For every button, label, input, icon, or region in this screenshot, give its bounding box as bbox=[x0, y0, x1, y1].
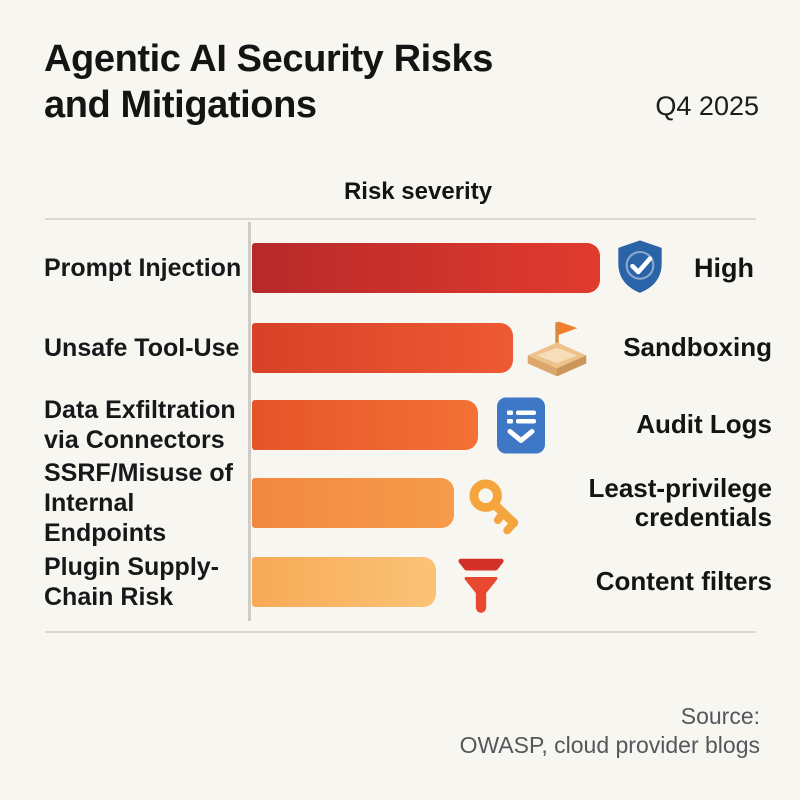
severity-bar bbox=[252, 243, 600, 293]
risk-label: Plugin Supply- Chain Risk bbox=[44, 553, 219, 611]
page-title-line1: Agentic AI Security Risks bbox=[44, 38, 493, 80]
risk-label: SSRF/Misuse of Internal Endpoints bbox=[44, 459, 233, 547]
source-value: OWASP, cloud provider blogs bbox=[459, 732, 760, 759]
sandbox-flag-icon bbox=[523, 315, 591, 378]
key-icon bbox=[466, 476, 526, 536]
risk-label: Prompt Injection bbox=[44, 254, 242, 282]
severity-bar bbox=[252, 323, 513, 373]
mitigation-label: Sandboxing bbox=[623, 332, 772, 363]
mitigation-label: Content filters bbox=[595, 566, 772, 597]
shield-check-icon bbox=[613, 237, 667, 297]
funnel-icon bbox=[451, 554, 511, 618]
page-title-line2: and Mitigations bbox=[44, 84, 317, 127]
severity-bar bbox=[252, 557, 436, 607]
source-label: Source: bbox=[680, 703, 760, 729]
chart-axis-line bbox=[248, 222, 251, 621]
severity-bar bbox=[252, 400, 478, 450]
mitigation-label: Least-privilege credentials bbox=[588, 472, 772, 532]
chart-top-divider bbox=[45, 218, 756, 220]
mitigation-label: Audit Logs bbox=[636, 409, 772, 440]
page-title: Agentic AI Security Risks and Mitigation… bbox=[44, 36, 493, 129]
source-note: Source: OWASP, cloud provider blogs bbox=[460, 702, 760, 761]
mitigation-label: High bbox=[694, 252, 754, 283]
audit-log-icon bbox=[497, 397, 545, 454]
chart-heading: Risk severity bbox=[343, 178, 493, 205]
severity-bar bbox=[252, 478, 454, 528]
risk-label: Unsafe Tool-Use bbox=[44, 334, 240, 362]
chart-bottom-divider bbox=[45, 631, 756, 633]
period-label: Q4 2025 bbox=[655, 91, 759, 121]
risk-label: Data Exfiltration via Connectors bbox=[44, 396, 236, 454]
